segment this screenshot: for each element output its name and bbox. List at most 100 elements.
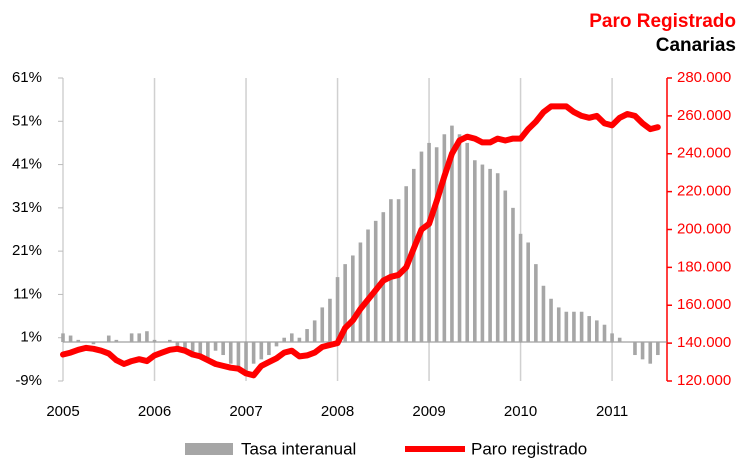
bar [351,255,355,343]
bar [228,342,233,364]
bar [595,320,599,343]
bar [206,342,210,360]
bar [465,142,470,343]
y2-tick-label: 140.000 [677,334,731,351]
x-tick-label: 2005 [46,403,79,420]
bar [76,339,81,343]
line [60,103,661,379]
bar [640,342,645,360]
bar [320,307,325,343]
bar [213,342,218,351]
bar [488,168,492,343]
bar [656,342,660,356]
bar [236,342,241,369]
y2-tick-label: 280.000 [677,69,731,86]
bar [610,333,614,343]
bar [434,147,439,343]
bar [251,342,256,364]
y2-tick-label: 260.000 [677,107,731,124]
x-tick-label: 2007 [229,403,262,420]
x-tick-label: 2008 [321,403,354,420]
bar [617,337,622,343]
bar [297,337,302,343]
bar [106,335,111,343]
bar [427,142,431,343]
bar [190,342,195,356]
y-tick-label: -9% [15,372,42,389]
bar [457,134,462,343]
bar [175,342,180,347]
bar [91,342,96,345]
bar [587,316,592,343]
bar [495,173,500,343]
bar [244,342,248,373]
x-tick-label: 2010 [504,403,537,420]
bar [602,324,607,343]
bar [289,333,294,343]
bar [129,333,134,343]
bar [198,342,203,356]
bar [221,342,225,356]
bar [556,307,561,343]
y2-tick-label: 220.000 [677,183,731,200]
bar [511,207,515,343]
bar [633,342,637,356]
bar [183,342,187,351]
bar [373,220,378,343]
bar [396,199,401,343]
y2-tick-label: 120.000 [677,372,731,389]
bar [366,229,370,343]
legend-label: Tasa interanual [241,439,356,458]
bar [68,335,73,343]
chart-title: Paro Registrado [589,11,736,32]
bar [480,164,485,343]
y-tick-label: 21% [12,242,42,259]
bar [534,264,538,343]
legend-label: Paro registrado [471,439,587,458]
y-tick-label: 31% [12,199,42,216]
y-tick-label: 1% [20,329,42,346]
bar [473,160,477,343]
bar [282,337,286,343]
bar [450,125,454,343]
x-tick-label: 2006 [138,403,171,420]
y-tick-label: 41% [12,156,42,173]
bar [274,342,279,347]
y2-tick-label: 240.000 [677,145,731,162]
bar [312,320,317,343]
bar [503,190,508,343]
y-tick-label: 51% [12,112,42,129]
bar [442,134,447,343]
bar [419,151,424,343]
bar [648,342,653,364]
bar [343,264,347,343]
bar [526,242,530,343]
x-tick-label: 2009 [412,403,445,420]
bar [579,311,584,343]
y-tick-label: 11% [13,285,42,302]
bar [328,298,332,343]
bar [61,333,65,343]
bar [358,242,363,343]
bar [518,233,523,343]
bar [267,342,271,356]
bar [114,339,119,343]
y2-tick-label: 200.000 [677,220,731,237]
bar [389,199,393,343]
chart-subtitle: Canarias [656,35,736,56]
x-tick-label: 2011 [596,403,628,420]
bar [564,311,569,343]
bar [152,339,157,343]
bar [305,329,309,343]
bar [335,277,340,343]
bar [541,285,546,343]
y2-tick-label: 180.000 [677,258,731,275]
bar [381,212,386,343]
legend-swatch [185,443,233,455]
bar [572,311,576,343]
bar [549,298,553,343]
bar [137,333,142,343]
y-tick-label: 61% [12,69,42,86]
y2-tick-label: 160.000 [677,296,731,313]
